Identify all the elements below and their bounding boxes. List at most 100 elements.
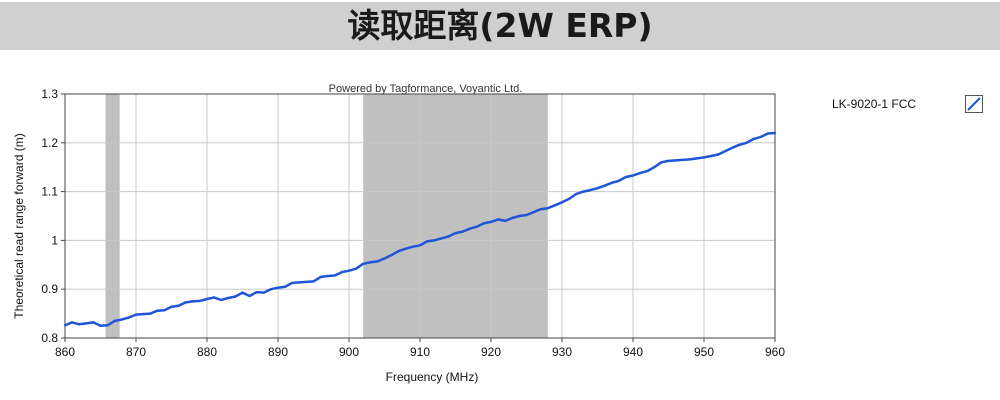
page-title: 读取距离(2W ERP) <box>347 6 653 45</box>
data-point <box>184 301 187 304</box>
data-point <box>99 324 102 327</box>
y-tick-label: 1.1 <box>41 185 58 199</box>
data-point <box>511 216 514 220</box>
data-point <box>326 274 329 278</box>
data-point <box>454 231 457 235</box>
data-point <box>745 141 748 144</box>
data-point <box>575 192 578 196</box>
data-point <box>646 169 649 173</box>
data-point <box>376 260 379 263</box>
data-point <box>688 158 691 161</box>
data-point <box>525 213 528 217</box>
data-point <box>653 166 656 169</box>
data-point <box>70 321 74 324</box>
data-point <box>709 154 713 158</box>
data-point <box>504 219 507 223</box>
data-point <box>241 291 244 294</box>
data-point <box>731 146 734 149</box>
data-point <box>106 324 109 327</box>
data-point <box>440 237 443 240</box>
data-point <box>312 280 315 283</box>
x-tick-label: 930 <box>552 345 572 359</box>
data-point <box>319 275 322 279</box>
data-point <box>759 135 762 139</box>
data-point <box>433 239 436 242</box>
data-point <box>610 181 613 185</box>
data-point <box>667 159 670 163</box>
data-point <box>674 159 677 162</box>
data-point <box>283 285 287 288</box>
y-tick-label: 1.3 <box>41 87 58 101</box>
data-point <box>624 175 628 179</box>
data-point <box>383 257 386 260</box>
x-tick-label: 960 <box>765 345 785 359</box>
data-point <box>120 318 124 321</box>
data-point <box>78 323 81 326</box>
title-bar: 读取距离(2W ERP) <box>0 2 1000 50</box>
data-point <box>617 179 620 183</box>
data-point <box>539 207 542 211</box>
data-point <box>390 253 393 257</box>
legend-line-swatch-icon <box>965 95 983 113</box>
data-point <box>461 230 464 233</box>
data-point <box>475 225 478 228</box>
y-axis-label: Theoretical read range forward (m) <box>12 133 26 318</box>
data-point <box>553 204 557 207</box>
data-point <box>85 322 88 325</box>
data-point <box>198 299 202 303</box>
data-point <box>191 300 194 303</box>
data-point <box>269 288 273 291</box>
x-tick-label: 860 <box>55 345 75 359</box>
data-point <box>255 290 258 294</box>
data-point <box>141 312 145 316</box>
data-point <box>766 132 770 135</box>
data-point <box>127 316 131 319</box>
data-point <box>340 270 344 274</box>
data-point <box>532 210 535 214</box>
data-point <box>248 294 251 298</box>
data-point <box>92 321 95 324</box>
data-point <box>163 308 166 312</box>
data-point <box>156 309 159 312</box>
data-point <box>582 190 585 193</box>
data-point <box>205 297 209 301</box>
data-point <box>134 313 138 316</box>
legend-entry-label: LK-9020-1 FCC <box>832 97 917 111</box>
x-tick-label: 900 <box>339 345 359 359</box>
data-point <box>411 245 415 248</box>
data-point <box>681 158 684 162</box>
x-tick-label: 910 <box>410 345 430 359</box>
data-point <box>738 143 741 146</box>
x-tick-label: 950 <box>694 345 714 359</box>
data-point <box>518 214 521 218</box>
data-point <box>482 222 486 225</box>
x-tick-label: 940 <box>623 345 643 359</box>
x-tick-label: 890 <box>268 345 288 359</box>
data-point <box>447 235 450 238</box>
data-point <box>305 280 308 284</box>
x-tick-label: 880 <box>197 345 217 359</box>
data-point <box>589 188 592 192</box>
data-point <box>695 157 699 160</box>
data-point <box>489 220 493 224</box>
x-tick-label: 870 <box>126 345 146 359</box>
data-point <box>212 296 216 299</box>
data-point <box>425 240 429 243</box>
data-point <box>262 291 265 294</box>
data-point <box>660 161 663 164</box>
data-point <box>149 312 152 315</box>
data-point <box>468 227 471 230</box>
data-point <box>404 247 407 250</box>
data-point <box>702 156 706 159</box>
data-point <box>560 201 564 204</box>
y-tick-label: 0.8 <box>41 331 58 345</box>
data-point <box>418 244 422 247</box>
data-point <box>177 304 180 307</box>
data-point <box>347 269 351 272</box>
data-point <box>113 319 116 323</box>
data-point <box>227 296 230 300</box>
data-point <box>63 324 67 327</box>
data-point <box>291 281 294 285</box>
data-point <box>638 171 642 175</box>
